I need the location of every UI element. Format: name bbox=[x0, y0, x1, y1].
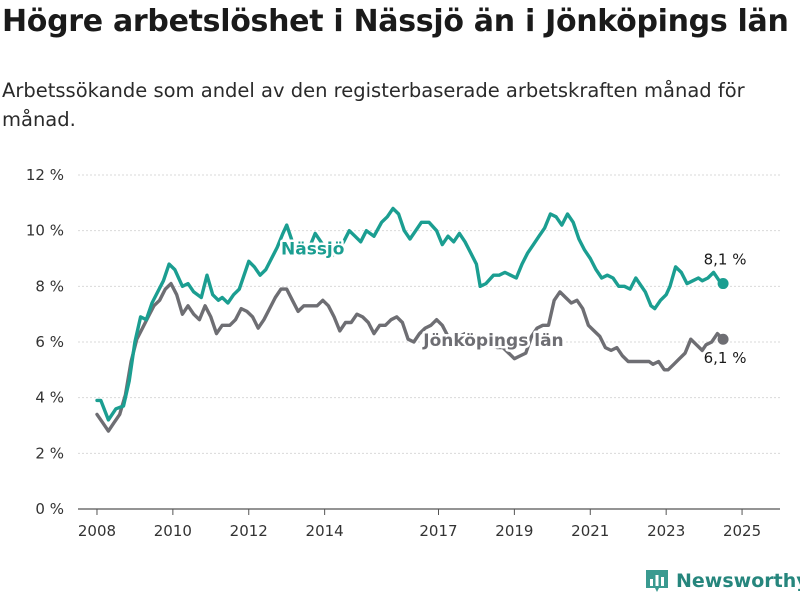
x-tick-label: 2014 bbox=[306, 522, 344, 540]
end-point-jonkopings-lan bbox=[717, 333, 729, 345]
end-value-label-jonkopings-lan: 6,1 % bbox=[704, 349, 747, 367]
chart-title: Högre arbetslöshet i Nässjö än i Jönköpi… bbox=[2, 4, 789, 39]
y-tick-label: 2 % bbox=[35, 444, 64, 462]
x-tick-label: 2017 bbox=[419, 522, 457, 540]
x-tick-label: 2021 bbox=[571, 522, 609, 540]
x-tick-label: 2025 bbox=[723, 522, 761, 540]
chart-grid bbox=[78, 174, 780, 454]
series-label-nassjo: Nässjö bbox=[281, 239, 344, 259]
series-line-jonkopings-lan bbox=[95, 281, 725, 433]
brand-name: Newsworthy bbox=[676, 570, 800, 592]
x-tick-label: 2010 bbox=[154, 522, 192, 540]
newsworthy-logo: Newsworthy bbox=[644, 568, 800, 594]
x-tick-label: 2008 bbox=[78, 522, 116, 540]
x-axis: 2008 2010 2012 2014 2017 2019 2021 2023 2025 bbox=[78, 508, 780, 540]
y-tick-label: 10 % bbox=[26, 222, 64, 240]
x-tick-label: 2012 bbox=[230, 522, 268, 540]
chart-labels: Nässjö Jönköpings län 8,1 % 6,1 % bbox=[279, 237, 747, 367]
end-point-nassjo bbox=[717, 278, 729, 290]
chart-series bbox=[95, 206, 729, 433]
y-tick-label: 12 % bbox=[26, 166, 64, 184]
x-tick-label: 2019 bbox=[495, 522, 533, 540]
x-tick-label: 2023 bbox=[647, 522, 685, 540]
y-tick-label: 4 % bbox=[35, 389, 64, 407]
y-tick-label: 0 % bbox=[35, 500, 64, 518]
y-tick-label: 8 % bbox=[35, 277, 64, 295]
series-line-nassjo bbox=[95, 206, 725, 422]
end-value-label-nassjo: 8,1 % bbox=[704, 251, 747, 269]
bar-chart-logo-icon bbox=[646, 570, 668, 592]
y-axis-ticks: 0 % 2 % 4 % 6 % 8 % 10 % 12 % bbox=[26, 166, 64, 518]
y-tick-label: 6 % bbox=[35, 333, 64, 351]
chart-subtitle: Arbetssökande som andel av den registerb… bbox=[2, 79, 745, 131]
series-label-jonkopings-lan: Jönköpings län bbox=[422, 331, 563, 351]
